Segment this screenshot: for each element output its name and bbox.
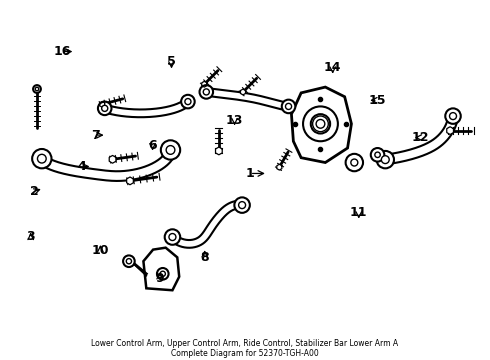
Polygon shape <box>39 150 175 181</box>
Circle shape <box>32 149 51 168</box>
Circle shape <box>234 197 250 213</box>
Text: 14: 14 <box>324 62 342 75</box>
Circle shape <box>445 108 461 124</box>
Polygon shape <box>206 88 289 110</box>
Polygon shape <box>126 177 133 185</box>
Text: 15: 15 <box>369 94 387 107</box>
Circle shape <box>449 113 457 120</box>
Circle shape <box>199 85 213 99</box>
Polygon shape <box>216 147 222 155</box>
Polygon shape <box>385 116 458 165</box>
Circle shape <box>239 202 245 208</box>
Text: 6: 6 <box>148 139 157 152</box>
Circle shape <box>375 152 380 158</box>
Polygon shape <box>103 100 190 117</box>
Polygon shape <box>277 164 282 170</box>
Circle shape <box>169 234 176 240</box>
Circle shape <box>185 99 191 105</box>
Circle shape <box>98 102 112 115</box>
Circle shape <box>345 154 363 171</box>
Polygon shape <box>109 156 116 163</box>
Circle shape <box>101 105 108 111</box>
Circle shape <box>181 95 195 108</box>
Circle shape <box>203 89 209 95</box>
Text: 9: 9 <box>155 272 164 285</box>
Circle shape <box>371 148 384 162</box>
Circle shape <box>35 87 39 91</box>
Text: 11: 11 <box>350 206 368 219</box>
Text: 7: 7 <box>91 129 100 141</box>
Polygon shape <box>241 89 245 95</box>
Text: 8: 8 <box>200 251 209 264</box>
Circle shape <box>37 154 46 163</box>
Circle shape <box>165 229 180 245</box>
Text: 12: 12 <box>412 131 429 144</box>
Circle shape <box>126 258 131 264</box>
Circle shape <box>316 120 325 128</box>
Text: 13: 13 <box>226 114 243 127</box>
Circle shape <box>33 85 41 93</box>
Circle shape <box>282 100 295 113</box>
Circle shape <box>157 268 169 280</box>
Polygon shape <box>202 81 207 87</box>
Circle shape <box>303 107 338 141</box>
Circle shape <box>311 114 330 134</box>
Circle shape <box>161 140 180 159</box>
Circle shape <box>166 145 175 154</box>
Circle shape <box>123 256 135 267</box>
Text: 2: 2 <box>30 185 38 198</box>
Text: 5: 5 <box>167 55 176 68</box>
Text: 10: 10 <box>92 244 109 257</box>
Text: 1: 1 <box>245 167 254 180</box>
Text: Lower Control Arm, Upper Control Arm, Ride Control, Stabilizer Bar Lower Arm A
C: Lower Control Arm, Upper Control Arm, Ri… <box>92 339 398 358</box>
Circle shape <box>286 103 292 109</box>
Circle shape <box>377 151 394 168</box>
Text: 16: 16 <box>54 45 71 58</box>
Polygon shape <box>447 127 453 135</box>
Text: 3: 3 <box>26 230 35 243</box>
Circle shape <box>381 156 389 163</box>
Circle shape <box>351 159 358 166</box>
Polygon shape <box>170 201 243 248</box>
Circle shape <box>313 116 328 132</box>
Circle shape <box>160 271 165 276</box>
Polygon shape <box>99 102 105 107</box>
Text: 4: 4 <box>77 160 86 173</box>
